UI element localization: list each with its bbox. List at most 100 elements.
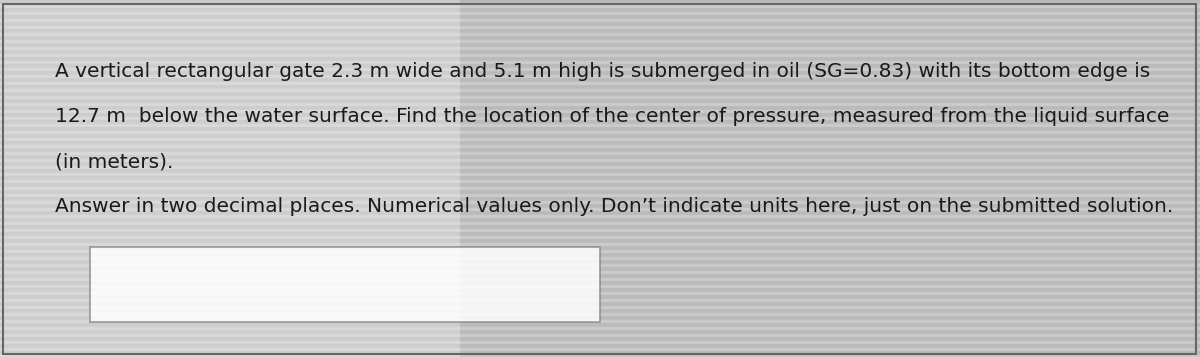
Bar [0, 242, 1200, 245]
Bar [0, 326, 1200, 329]
Text: Answer in two decimal places. Numerical values only. Don’t indicate units here, : Answer in two decimal places. Numerical … [55, 197, 1174, 216]
Bar [0, 217, 1200, 221]
Bar [0, 49, 1200, 53]
Bar [0, 263, 1200, 266]
Bar [0, 35, 1200, 39]
Bar [0, 336, 1200, 340]
Bar [0, 312, 1200, 315]
Bar [0, 228, 1200, 231]
Bar [0, 319, 1200, 322]
Bar [0, 214, 1200, 217]
Bar [0, 56, 1200, 60]
Bar [0, 154, 1200, 158]
Bar [0, 350, 1200, 354]
Bar [0, 74, 1200, 77]
Bar [0, 207, 1200, 210]
Bar [0, 81, 1200, 84]
Bar [0, 284, 1200, 287]
Bar [0, 196, 1200, 200]
Bar [0, 308, 1200, 312]
Bar [0, 147, 1200, 151]
Bar [0, 277, 1200, 280]
Bar [0, 123, 1200, 126]
Text: 12.7 m  below the water surface. Find the location of the center of pressure, me: 12.7 m below the water surface. Find the… [55, 107, 1169, 126]
Bar [0, 301, 1200, 305]
Bar [0, 14, 1200, 18]
Bar [0, 252, 1200, 256]
Bar [0, 39, 1200, 42]
Bar [0, 298, 1200, 301]
Bar [0, 112, 1200, 116]
Bar [0, 231, 1200, 235]
Bar [0, 63, 1200, 67]
Bar [0, 91, 1200, 95]
Bar [0, 88, 1200, 91]
Bar [0, 200, 1200, 203]
Bar [0, 186, 1200, 189]
Bar [0, 105, 1200, 109]
Bar [0, 140, 1200, 144]
Bar [0, 116, 1200, 119]
Text: (in meters).: (in meters). [55, 152, 173, 171]
Bar [0, 151, 1200, 154]
Bar [0, 137, 1200, 140]
Bar [0, 179, 1200, 182]
Bar [0, 32, 1200, 35]
Bar [0, 0, 460, 357]
Text: A vertical rectangular gate 2.3 m wide and 5.1 m high is submerged in oil (SG=0.: A vertical rectangular gate 2.3 m wide a… [55, 62, 1151, 81]
Bar [0, 130, 1200, 133]
Bar [0, 210, 1200, 214]
Bar [0, 119, 1200, 123]
Bar [0, 161, 1200, 165]
Bar [0, 95, 1200, 98]
Bar [0, 270, 1200, 273]
Bar [0, 322, 1200, 326]
Bar [0, 172, 1200, 175]
Bar [0, 60, 1200, 63]
Bar [0, 109, 1200, 112]
Bar [0, 266, 1200, 270]
Bar [0, 25, 1200, 28]
Bar [0, 98, 1200, 102]
Bar [0, 168, 1200, 172]
Bar [0, 249, 1200, 252]
Bar [0, 280, 1200, 284]
Bar [0, 235, 1200, 238]
Bar [0, 18, 1200, 21]
Bar [0, 144, 1200, 147]
Bar [0, 28, 1200, 32]
Bar [0, 340, 1200, 343]
Bar [0, 11, 1200, 14]
Bar [0, 21, 1200, 25]
Bar [0, 256, 1200, 259]
Bar [0, 291, 1200, 294]
Bar [0, 165, 1200, 168]
Bar [0, 343, 1200, 347]
Bar [0, 84, 1200, 88]
Bar [0, 287, 1200, 291]
Bar [0, 259, 1200, 263]
Bar [0, 46, 1200, 49]
Bar [0, 53, 1200, 56]
Bar [0, 333, 1200, 336]
Bar [0, 221, 1200, 224]
Bar [0, 4, 1200, 7]
Bar [0, 158, 1200, 161]
Bar [0, 182, 1200, 186]
Bar [0, 329, 1200, 333]
Bar [0, 189, 1200, 193]
Bar [0, 67, 1200, 70]
Bar [0, 126, 1200, 130]
Bar [0, 245, 1200, 249]
Bar [0, 193, 1200, 196]
Bar [0, 70, 1200, 74]
Bar [0, 7, 1200, 11]
Bar [0, 102, 1200, 105]
Bar [0, 77, 1200, 81]
Bar [0, 0, 1200, 4]
Bar [0, 294, 1200, 298]
Bar [0, 224, 1200, 228]
Bar [0, 305, 1200, 308]
Bar [0, 42, 1200, 46]
Bar [90, 247, 600, 322]
